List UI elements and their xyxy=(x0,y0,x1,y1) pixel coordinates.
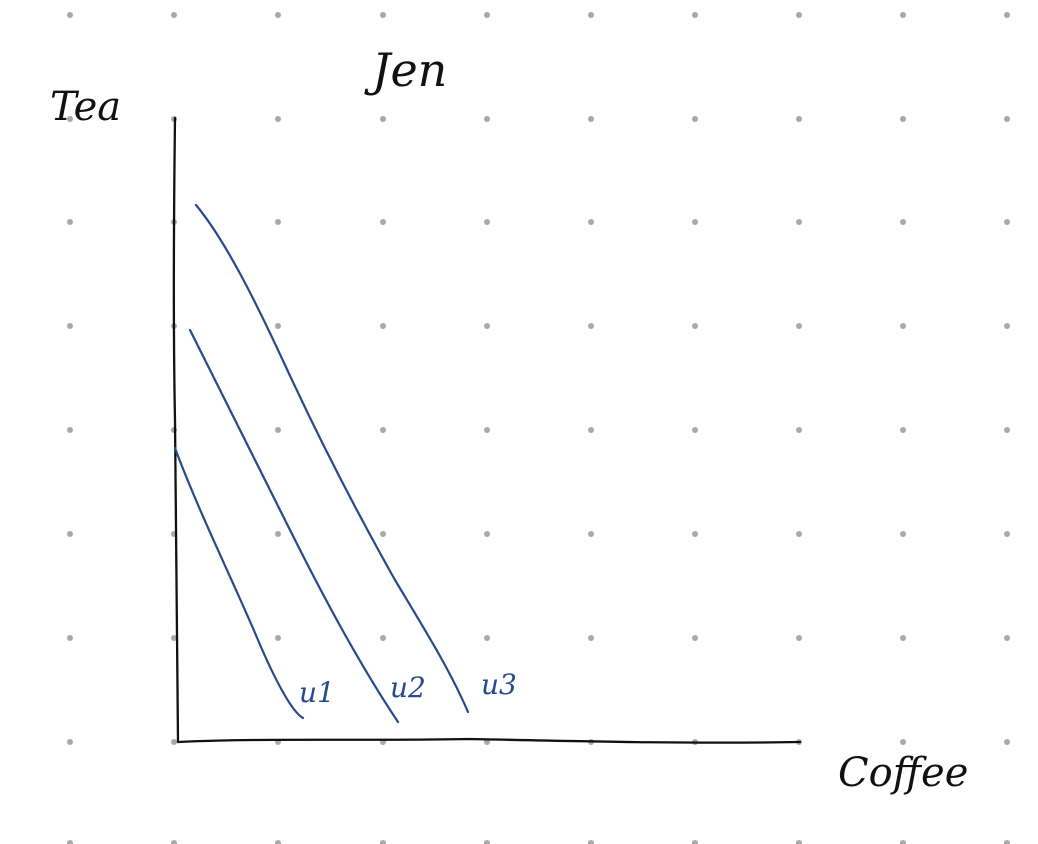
curve-label-u1: u1 xyxy=(299,676,335,709)
curve-label-u2: u2 xyxy=(390,671,426,704)
grid-dot xyxy=(900,219,906,225)
x-axis-line xyxy=(176,737,802,744)
grid-dot xyxy=(171,12,177,18)
indifference-curve-u1 xyxy=(173,446,305,720)
grid-dot xyxy=(275,840,281,844)
curve-label-u3: u3 xyxy=(481,668,517,701)
grid-dot xyxy=(484,427,490,433)
indifference-curve-u3 xyxy=(194,203,470,714)
grid-dot xyxy=(484,12,490,18)
grid-dot xyxy=(692,635,698,641)
grid-dot xyxy=(692,116,698,122)
grid-dot xyxy=(67,635,73,641)
diagram-title: Jen xyxy=(364,43,447,97)
grid-dot xyxy=(900,12,906,18)
grid-dot xyxy=(900,635,906,641)
grid-dot xyxy=(67,323,73,329)
grid-dot xyxy=(484,531,490,537)
grid-dot xyxy=(796,427,802,433)
grid-dot xyxy=(275,531,281,537)
grid-dot xyxy=(380,840,386,844)
grid-dot xyxy=(67,219,73,225)
grid-dot xyxy=(588,635,594,641)
grid-dot xyxy=(796,12,802,18)
grid-dot xyxy=(1004,531,1010,537)
grid-dot xyxy=(67,12,73,18)
grid-dot xyxy=(1004,323,1010,329)
grid-dot xyxy=(796,531,802,537)
grid-dot xyxy=(484,840,490,844)
grid-dot xyxy=(900,427,906,433)
grid-dot xyxy=(380,116,386,122)
grid-dot xyxy=(1004,635,1010,641)
indifference-curves xyxy=(173,203,470,724)
grid-dot xyxy=(171,739,177,745)
grid-dot xyxy=(900,116,906,122)
grid-dot xyxy=(67,531,73,537)
grid-dot xyxy=(67,739,73,745)
grid-dot xyxy=(796,323,802,329)
grid-dot xyxy=(796,635,802,641)
grid-dot xyxy=(380,12,386,18)
grid-dot xyxy=(588,12,594,18)
grid-dot xyxy=(588,323,594,329)
grid-dot xyxy=(380,427,386,433)
grid-dot xyxy=(796,116,802,122)
grid-dot xyxy=(692,840,698,844)
y-axis-line xyxy=(172,116,180,744)
grid-dot xyxy=(1004,840,1010,844)
grid-dot xyxy=(67,116,73,122)
grid-dot xyxy=(171,840,177,844)
x-axis-label: Coffee xyxy=(838,750,968,796)
grid-dot xyxy=(588,531,594,537)
labels: Jen Tea Coffee u1 u2 u3 xyxy=(50,43,968,796)
grid-dot xyxy=(275,635,281,641)
grid-dot xyxy=(692,12,698,18)
grid-dot xyxy=(588,219,594,225)
grid-dot xyxy=(484,635,490,641)
grid-dot xyxy=(796,219,802,225)
grid-dot xyxy=(1004,427,1010,433)
grid-dot xyxy=(1004,12,1010,18)
grid-dot xyxy=(67,427,73,433)
grid-dot xyxy=(484,116,490,122)
grid-dot xyxy=(588,427,594,433)
grid-dot xyxy=(588,116,594,122)
y-axis-label: Tea xyxy=(50,84,121,130)
grid-dot xyxy=(380,635,386,641)
grid-dot xyxy=(1004,219,1010,225)
grid-dot xyxy=(275,12,281,18)
grid-dot xyxy=(380,219,386,225)
grid-dot xyxy=(900,840,906,844)
grid-dot xyxy=(692,531,698,537)
indifference-curve-u2 xyxy=(188,328,400,724)
axes xyxy=(172,116,802,744)
grid-dot xyxy=(275,219,281,225)
grid-dot xyxy=(275,116,281,122)
grid-dot xyxy=(900,323,906,329)
grid-dot xyxy=(900,531,906,537)
grid-dot xyxy=(171,635,177,641)
grid-dot xyxy=(692,427,698,433)
grid-dot xyxy=(380,531,386,537)
grid-dot xyxy=(1004,739,1010,745)
grid-dot xyxy=(692,323,698,329)
grid-dot xyxy=(900,739,906,745)
grid-dot xyxy=(484,323,490,329)
grid-dot xyxy=(275,323,281,329)
grid-dot xyxy=(796,840,802,844)
grid-dot xyxy=(692,219,698,225)
grid-dot xyxy=(1004,116,1010,122)
grid-dot xyxy=(380,323,386,329)
grid-dot xyxy=(484,219,490,225)
grid-dot xyxy=(275,427,281,433)
grid-dot xyxy=(67,840,73,844)
dot-grid xyxy=(67,12,1010,844)
grid-dot xyxy=(588,840,594,844)
